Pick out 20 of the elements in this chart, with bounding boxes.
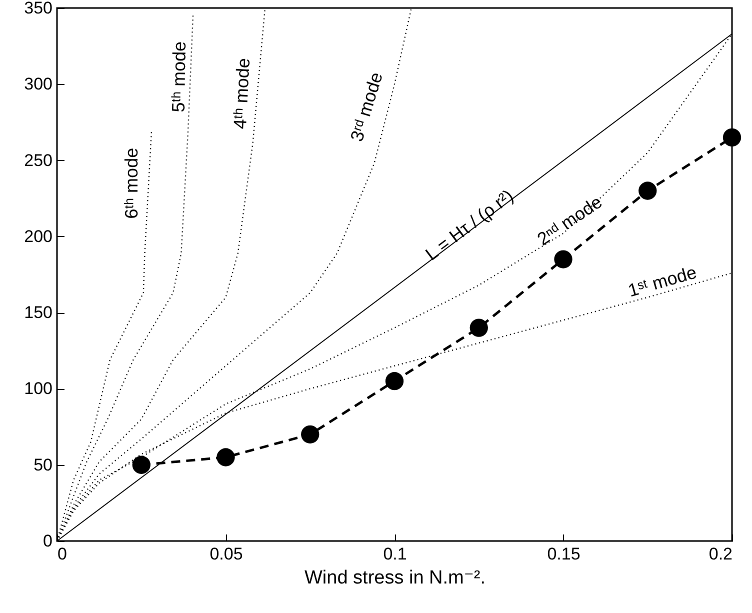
x-axis-title: Wind stress in N.m⁻². (304, 568, 486, 588)
text: 1ˢᵗ mode (626, 262, 699, 301)
y-tick-label: 50 (34, 455, 52, 474)
x-tick-label: 0.1 (383, 544, 407, 564)
text: 6ᵗʰ mode (122, 148, 142, 219)
text: 2ⁿᵈ mode (534, 192, 606, 250)
text: 4ᵗʰ mode (230, 58, 254, 130)
y-tick-label: 300 (24, 74, 52, 94)
x-tick-label: 0.2 (708, 544, 732, 564)
x-tick-label: 0 (58, 544, 67, 564)
y-tick-label: 250 (24, 150, 52, 170)
text: 3ʳᵈ mode (346, 70, 387, 144)
y-tick-label: 0 (43, 532, 52, 550)
x-tick-label: 0.05 (210, 544, 243, 564)
y-tick-label: 100 (24, 379, 52, 398)
y-tick-label: 200 (24, 226, 52, 246)
text: 5ᵗʰ mode (168, 41, 190, 112)
y-tick-label: 350 (24, 0, 52, 18)
x-tick-label: 0.15 (547, 544, 580, 564)
y-tick-label: 150 (24, 303, 52, 322)
